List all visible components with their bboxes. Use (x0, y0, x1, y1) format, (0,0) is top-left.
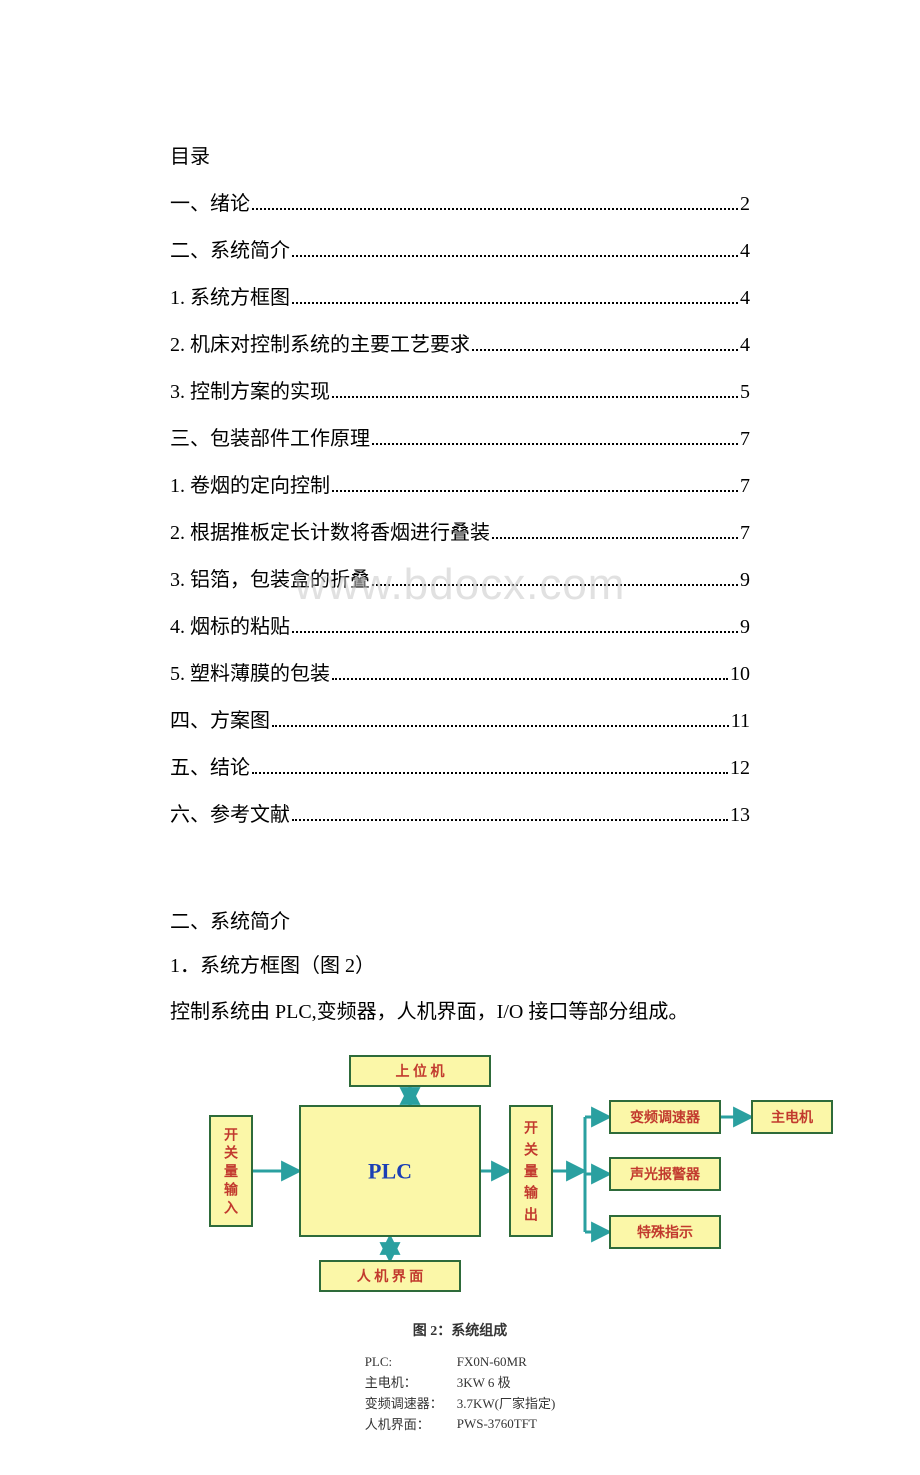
toc-item-page: 13 (730, 804, 750, 827)
toc-item: 1. 卷烟的定向控制 7 (170, 469, 750, 498)
toc-item-label: 5. 塑料薄膜的包装 (170, 657, 330, 686)
svg-text:开: 开 (224, 1127, 238, 1143)
toc-item-label: 4. 烟标的粘贴 (170, 610, 290, 639)
toc-item: 5. 塑料薄膜的包装 10 (170, 657, 750, 686)
toc-dots (472, 349, 738, 351)
toc-item-label: 1. 卷烟的定向控制 (170, 469, 330, 498)
toc-item-page: 2 (740, 193, 750, 216)
toc-item-page: 7 (740, 522, 750, 545)
toc-item-page: 7 (740, 475, 750, 498)
toc-item-label: 五、结论 (170, 751, 250, 780)
toc-item: 2. 根据推板定长计数将香烟进行叠装 7 (170, 516, 750, 545)
spec-table: PLC:FX0N-60MR主电机：3KW 6 极变频调速器：3.7KW(厂家指定… (357, 1352, 564, 1435)
toc-item-page: 10 (730, 663, 750, 686)
toc-item-page: 5 (740, 381, 750, 404)
spec-row: 主电机：3KW 6 极 (359, 1372, 562, 1391)
toc-dots (292, 255, 738, 257)
flowchart-svg: 上 位 机开关量输入PLC开关量输出人 机 界 面变频调速器声光报警器特殊指示主… (180, 1046, 840, 1306)
svg-text:开: 开 (524, 1121, 538, 1137)
spec-value: 3.7KW(厂家指定) (451, 1393, 562, 1412)
toc-item-page: 4 (740, 334, 750, 357)
toc-item-label: 2. 根据推板定长计数将香烟进行叠装 (170, 516, 490, 545)
toc-dots (372, 443, 738, 445)
section-2-title: 二、系统简介 (170, 905, 750, 934)
toc-item-label: 2. 机床对控制系统的主要工艺要求 (170, 328, 470, 357)
toc-dots (332, 678, 728, 680)
svg-text:量: 量 (224, 1164, 238, 1180)
toc-item-label: 二、系统简介 (170, 234, 290, 263)
toc-item: 二、系统简介 4 (170, 234, 750, 263)
toc-dots (252, 772, 728, 774)
toc-item: 3. 铝箔，包装盒的折叠 9 (170, 563, 750, 592)
svg-text:特殊指示: 特殊指示 (637, 1224, 693, 1241)
toc-item: 一、绪论 2 (170, 187, 750, 216)
toc-item: 3. 控制方案的实现 5 (170, 375, 750, 404)
spec-key: 人机界面： (359, 1414, 449, 1433)
toc-dots (332, 396, 738, 398)
svg-text:入: 入 (224, 1201, 238, 1217)
toc-dots (292, 302, 738, 304)
toc-dots (292, 631, 738, 633)
diagram-caption: 图 2：系统组成 (180, 1320, 740, 1340)
toc-item-page: 4 (740, 240, 750, 263)
spec-row: 人机界面：PWS-3760TFT (359, 1414, 562, 1433)
toc-item-page: 9 (740, 616, 750, 639)
toc-item: 4. 烟标的粘贴 9 (170, 610, 750, 639)
toc-item-label: 六、参考文献 (170, 798, 290, 827)
toc-item-label: 1. 系统方框图 (170, 281, 290, 310)
toc-item-page: 9 (740, 569, 750, 592)
svg-text:主电机: 主电机 (771, 1109, 813, 1126)
toc-item-page: 4 (740, 287, 750, 310)
toc-item-page: 7 (740, 428, 750, 451)
toc-dots (272, 725, 729, 727)
svg-text:关: 关 (524, 1141, 538, 1158)
svg-text:量: 量 (524, 1164, 538, 1180)
svg-text:人 机 界 面: 人 机 界 面 (357, 1268, 424, 1285)
svg-text:关: 关 (224, 1145, 238, 1162)
svg-text:输: 输 (224, 1181, 239, 1198)
toc-dots (332, 490, 738, 492)
spec-value: PWS-3760TFT (451, 1414, 562, 1433)
spec-key: 变频调速器： (359, 1393, 449, 1412)
toc-item-label: 一、绪论 (170, 187, 250, 216)
toc-item-label: 3. 控制方案的实现 (170, 375, 330, 404)
system-diagram: 上 位 机开关量输入PLC开关量输出人 机 界 面变频调速器声光报警器特殊指示主… (180, 1046, 740, 1435)
spec-key: 主电机： (359, 1372, 449, 1391)
svg-text:输: 输 (524, 1185, 539, 1202)
toc-item-label: 3. 铝箔，包装盒的折叠 (170, 563, 370, 592)
toc-item: 六、参考文献 13 (170, 798, 750, 827)
toc-dots (292, 819, 728, 821)
toc-item-label: 四、方案图 (170, 704, 270, 733)
spec-key: PLC: (359, 1354, 449, 1370)
toc-container: 一、绪论 2 二、系统简介 4 1. 系统方框图 4 2. 机床对控制系统的主要工艺要求 4 3… (170, 187, 750, 827)
svg-text:上 位 机: 上 位 机 (396, 1063, 445, 1080)
toc-dots (372, 584, 738, 586)
section-2-body: 控制系统由 PLC,变频器，人机界面，I/O 接口等部分组成。 (170, 998, 750, 1026)
toc-item-page: 11 (731, 710, 750, 733)
svg-text:变频调速器: 变频调速器 (630, 1109, 701, 1126)
toc-item-page: 12 (730, 757, 750, 780)
spec-row: 变频调速器：3.7KW(厂家指定) (359, 1393, 562, 1412)
toc-dots (492, 537, 738, 539)
toc-item: 2. 机床对控制系统的主要工艺要求 4 (170, 328, 750, 357)
svg-text:出: 出 (524, 1206, 538, 1223)
spec-row: PLC:FX0N-60MR (359, 1354, 562, 1370)
toc-dots (252, 208, 738, 210)
toc-item-label: 三、包装部件工作原理 (170, 422, 370, 451)
toc-heading: 目录 (170, 140, 750, 169)
section-2-sub1: 1．系统方框图（图 2） (170, 952, 750, 980)
spec-value: 3KW 6 极 (451, 1372, 562, 1391)
toc-item: 1. 系统方框图 4 (170, 281, 750, 310)
spec-value: FX0N-60MR (451, 1354, 562, 1370)
toc-item: 三、包装部件工作原理 7 (170, 422, 750, 451)
svg-text:PLC: PLC (368, 1159, 412, 1184)
svg-text:声光报警器: 声光报警器 (629, 1166, 701, 1183)
toc-item: 四、方案图 11 (170, 704, 750, 733)
toc-item: 五、结论 12 (170, 751, 750, 780)
